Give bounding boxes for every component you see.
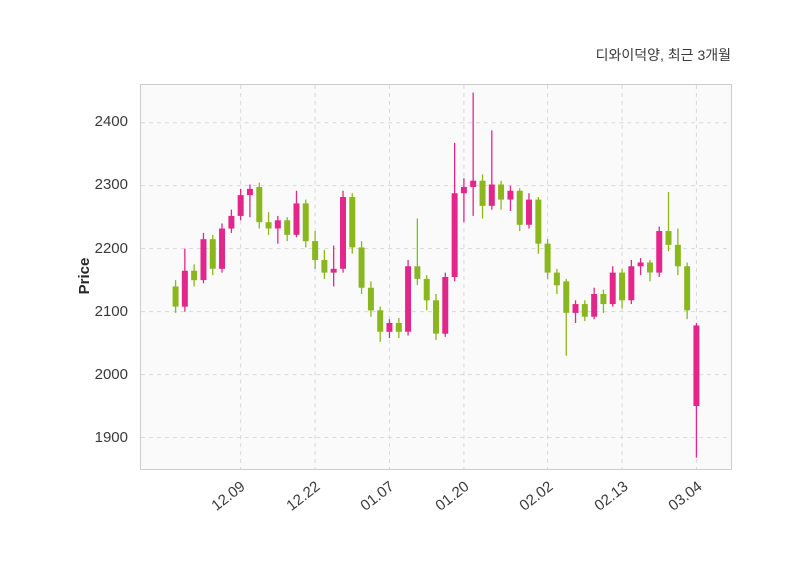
candle-body — [414, 266, 421, 279]
candle-body — [386, 322, 393, 332]
candle-body — [488, 184, 495, 206]
candle-body — [544, 243, 551, 273]
candle-body — [656, 231, 663, 273]
y-tick-label: 1900 — [94, 429, 128, 447]
candle-body — [433, 300, 439, 334]
candle-body — [553, 272, 560, 286]
y-tick-label: 2200 — [94, 239, 128, 257]
candle-body — [405, 266, 412, 332]
candle-body — [237, 195, 244, 216]
y-tick-label: 2300 — [94, 176, 128, 194]
candle-body — [507, 190, 514, 200]
candle-body — [274, 220, 281, 229]
candle-body — [265, 222, 272, 229]
x-tick-label: 03.04 — [665, 478, 706, 515]
candle-body — [367, 287, 374, 311]
candle-body — [684, 266, 691, 311]
candle-body — [637, 262, 644, 267]
plot-area — [140, 84, 732, 470]
x-tick-label: 01.07 — [357, 478, 398, 515]
y-tick-label: 2100 — [94, 302, 128, 320]
candle-body — [581, 304, 588, 317]
candlestick-plot — [141, 85, 731, 469]
candle-body — [460, 186, 467, 194]
candle-body — [563, 281, 570, 313]
candle-body — [246, 188, 253, 196]
candle-body — [219, 228, 226, 269]
candle-body — [172, 286, 179, 307]
candle-body — [293, 203, 300, 235]
candle-body — [395, 322, 402, 332]
candle-body — [646, 262, 653, 273]
candle-body — [209, 239, 216, 269]
candle-body — [181, 270, 188, 307]
candle-body — [228, 215, 235, 229]
candle-body — [200, 239, 207, 281]
candle-body — [516, 190, 523, 225]
candle-body — [619, 272, 626, 301]
candle-body — [340, 197, 347, 269]
candle-body — [479, 180, 486, 206]
x-tick-label: 02.13 — [591, 478, 632, 515]
candle-body — [665, 231, 672, 245]
candle-body — [358, 247, 365, 288]
x-tick-label: 01.20 — [432, 478, 473, 515]
candle-body — [628, 266, 635, 301]
candle-body — [693, 325, 700, 407]
x-tick-label: 12.09 — [208, 478, 249, 515]
candle-body — [442, 277, 449, 334]
candle-body — [498, 184, 505, 200]
x-tick-label: 02.02 — [516, 478, 557, 515]
candle-body — [535, 199, 542, 244]
candle-body — [591, 294, 598, 317]
candle-body — [191, 270, 198, 281]
chart-title: 디와이덕양, 최근 3개월 — [595, 47, 731, 63]
candle-body — [349, 197, 356, 248]
x-tick-label: 12.22 — [283, 478, 324, 515]
candle-body — [451, 193, 458, 277]
y-tick-label: 2400 — [94, 112, 128, 130]
candle-body — [330, 268, 337, 273]
candle-body — [470, 180, 477, 187]
candle-body — [256, 186, 263, 223]
candle-body — [423, 278, 430, 301]
candle-body — [377, 310, 384, 332]
candle-body — [321, 259, 328, 273]
candle-body — [312, 241, 319, 260]
candle-body — [674, 244, 681, 267]
y-tick-label: 2000 — [94, 366, 128, 384]
candle-body — [302, 203, 309, 242]
candle-body — [572, 304, 579, 313]
candle-body — [525, 199, 532, 225]
candle-body — [284, 220, 291, 235]
candle-body — [600, 294, 607, 305]
candle-body — [609, 272, 616, 305]
